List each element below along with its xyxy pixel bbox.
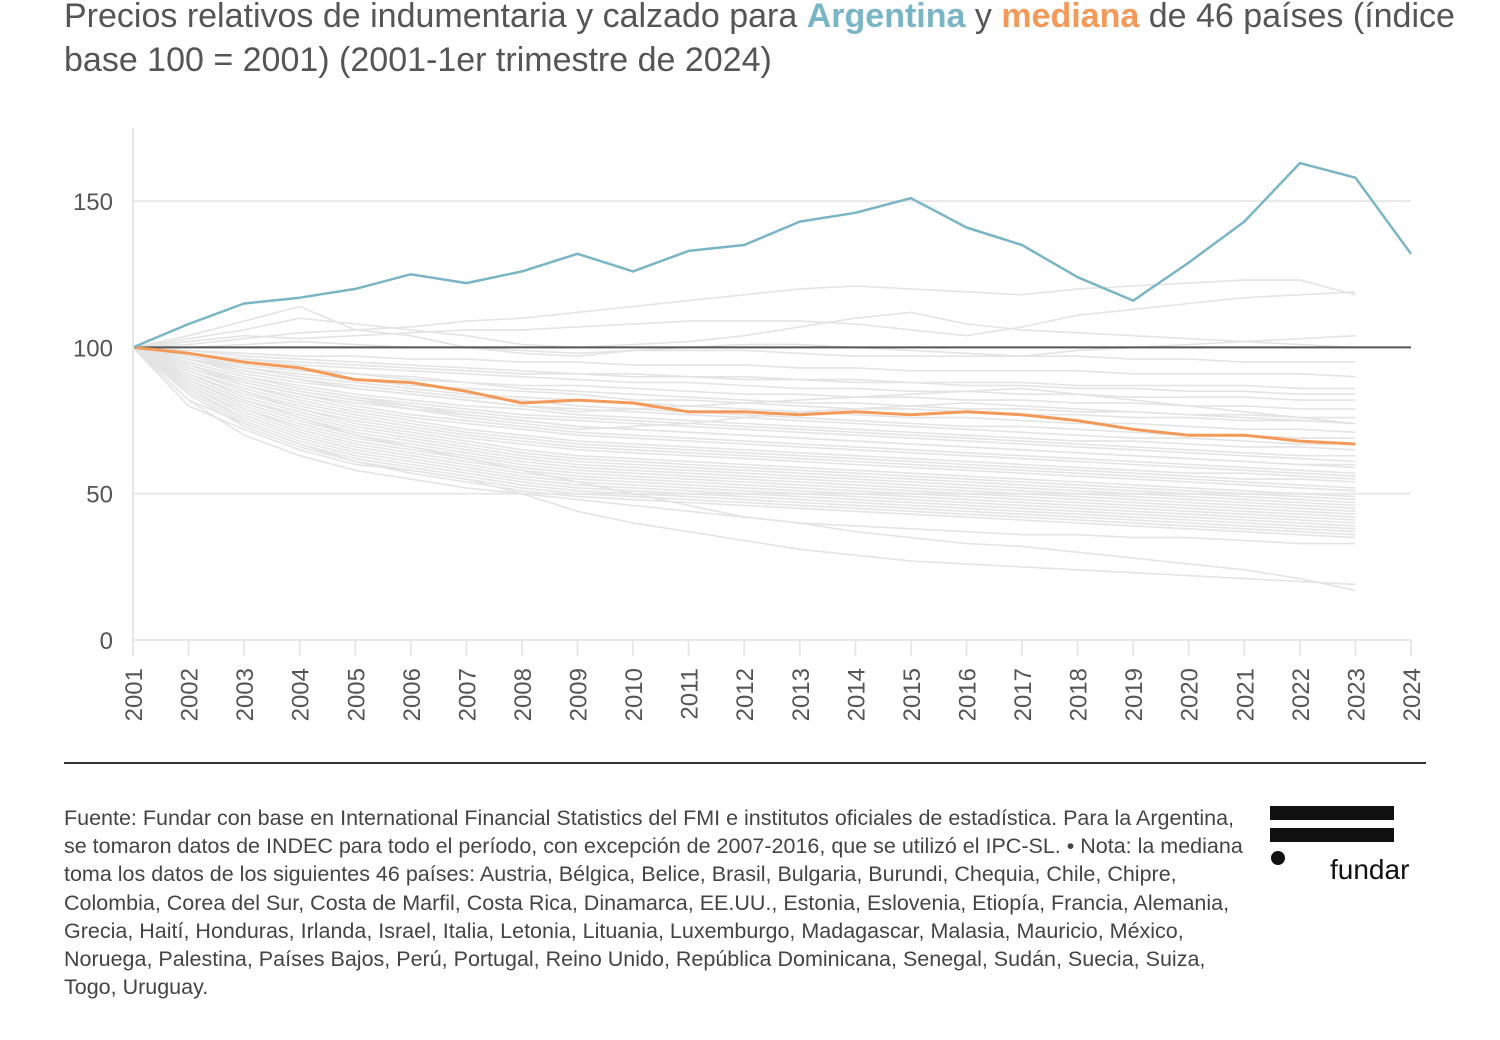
- fundar-logo: fundar: [1268, 806, 1428, 890]
- country-series-line: [132, 346, 1356, 530]
- country-series-line: [132, 346, 1356, 515]
- argentina-series-line: [132, 161, 1413, 349]
- country-series-line: [132, 346, 1356, 501]
- country-series-line: [132, 346, 1356, 480]
- title-mediana: mediana: [1001, 0, 1140, 35]
- logo-wordmark: fundar: [1330, 854, 1410, 885]
- country-series-line: [132, 346, 1356, 410]
- x-tick-label: 2005: [343, 668, 370, 721]
- country-series-line: [132, 346, 1356, 533]
- x-tick-label: 2008: [510, 668, 537, 721]
- y-tick-label: 0: [100, 628, 113, 655]
- x-tick-label: 2020: [1177, 668, 1204, 721]
- country-series-line: [132, 346, 1356, 513]
- source-note: Fuente: Fundar con base en International…: [64, 806, 1243, 1000]
- country-series-line: [132, 279, 1356, 349]
- x-tick-label: 2016: [954, 668, 981, 721]
- line-chart: 0 50 100 150 2001 2002 2003 2004 2005 2006 2007 200…: [73, 128, 1426, 721]
- x-tick-label: 2013: [788, 668, 815, 721]
- x-tick-label: 2001: [121, 668, 148, 721]
- y-tick-label: 150: [73, 189, 113, 216]
- x-tick-label: 2019: [1121, 668, 1148, 721]
- country-series-line: [132, 346, 1356, 518]
- x-tick-label: 2010: [621, 668, 648, 721]
- x-tick-label: 2018: [1066, 668, 1093, 721]
- mediana-series-line: [132, 345, 1356, 446]
- x-tick-label: 2004: [288, 668, 315, 721]
- country-series-line: [132, 346, 1356, 527]
- country-series-line: [132, 346, 1356, 395]
- footer-divider: [64, 762, 1426, 764]
- logo-bar-top: [1270, 806, 1394, 820]
- country-series-line: [132, 346, 1356, 504]
- country-series-line: [132, 346, 1356, 474]
- country-series-line: [132, 346, 1356, 477]
- x-tick-label: 2022: [1288, 668, 1315, 721]
- y-tick-label: 50: [86, 482, 113, 509]
- country-series-line: [132, 346, 1356, 586]
- title-part-1: Precios relativos de indumentaria y calz…: [64, 0, 807, 35]
- country-series-line: [132, 346, 1356, 451]
- x-tick-label: 2021: [1232, 668, 1259, 721]
- axis-layer: 0 50 100 150 2001 2002 2003 2004 2005 2006 2007 200…: [73, 128, 1426, 721]
- country-series-line: [132, 346, 1356, 434]
- country-series-line: [132, 346, 1356, 378]
- logo-bar-bottom: [1270, 828, 1394, 842]
- x-tick-label: 2003: [232, 668, 259, 721]
- country-series-line: [132, 346, 1356, 390]
- title-part-2: y: [965, 0, 1002, 35]
- country-series-line: [132, 346, 1356, 425]
- x-tick-label: 2023: [1343, 668, 1370, 721]
- x-tick-label: 2012: [732, 668, 759, 721]
- country-series-line: [132, 346, 1356, 492]
- country-series-line: [132, 346, 1356, 510]
- x-tick-label: 2024: [1399, 668, 1426, 721]
- country-series-line: [132, 346, 1356, 507]
- country-series-line: [132, 346, 1356, 536]
- title-part-3: de 46 países (índice base 100 = 2001) (2…: [64, 0, 1455, 79]
- country-series-line: [132, 346, 1356, 401]
- x-tick-label: 2009: [566, 668, 593, 721]
- country-series-line: [132, 346, 1356, 521]
- x-tick-label: 2002: [177, 668, 204, 721]
- x-tick-label: 2011: [677, 668, 704, 720]
- x-tick-label: 2014: [843, 668, 870, 721]
- country-series-line: [132, 346, 1356, 498]
- country-series-line: [132, 346, 1356, 483]
- country-series-line: [132, 346, 1356, 439]
- country-series-line: [133, 340, 1356, 363]
- country-series-line: [132, 346, 1356, 524]
- country-series-line: [132, 346, 1356, 431]
- country-series-line: [132, 346, 1356, 592]
- x-tick-label: 2017: [1010, 668, 1037, 721]
- country-series-line: [132, 346, 1356, 466]
- x-tick-label: 2006: [399, 668, 426, 721]
- country-series-line: [132, 346, 1356, 539]
- main-series-layer: [132, 161, 1413, 446]
- x-tick-label: 2015: [899, 668, 926, 721]
- x-tick-label: 2007: [454, 668, 481, 721]
- country-series-layer: [132, 279, 1356, 592]
- chart-title: Precios relativos de indumentaria y calz…: [64, 0, 1464, 82]
- logo-dot-icon: [1271, 851, 1285, 865]
- title-argentina: Argentina: [806, 0, 966, 35]
- country-series-line: [132, 291, 1356, 349]
- y-tick-label: 100: [73, 335, 113, 362]
- country-series-line: [132, 346, 1356, 489]
